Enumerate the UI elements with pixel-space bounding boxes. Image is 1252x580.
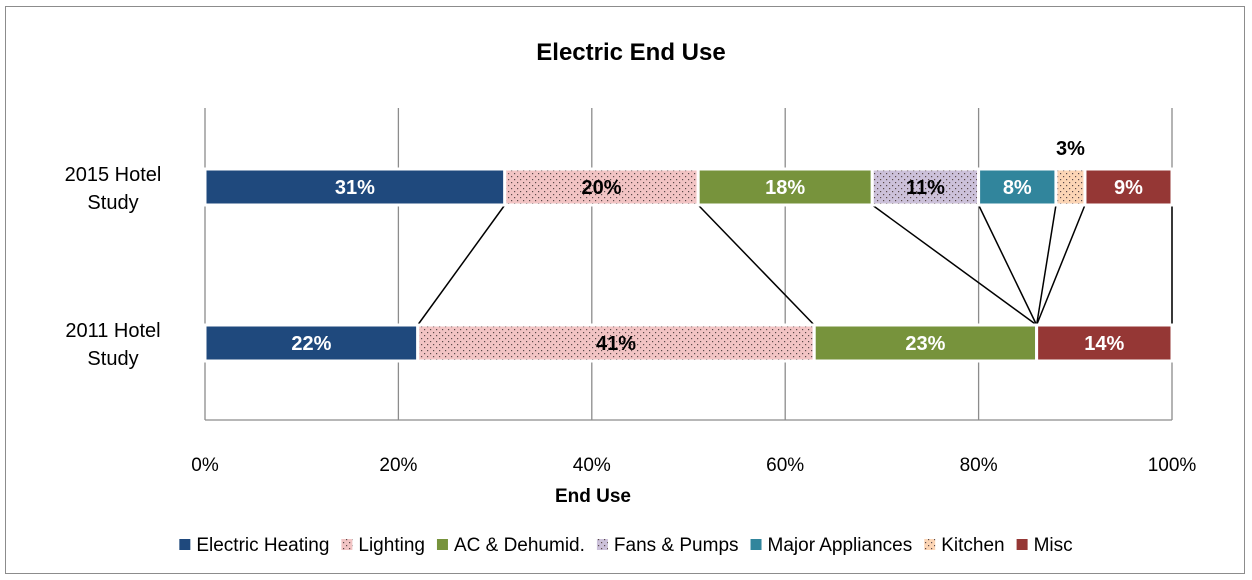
legend-swatch: [596, 539, 608, 550]
bar-segment: [203, 323, 420, 363]
data-label: 23%: [905, 333, 945, 355]
category-label: 2015 Hotel: [65, 164, 162, 186]
series-line: [871, 204, 1038, 326]
legend-label: Fans & Pumps: [614, 535, 739, 556]
legend-swatch: [1016, 539, 1028, 550]
legend-label: Kitchen: [941, 535, 1004, 556]
x-tick-label: 80%: [960, 455, 998, 476]
series-line: [977, 204, 1038, 326]
bar-segment: [1035, 323, 1174, 363]
x-tick-label: 40%: [573, 455, 611, 476]
x-tick-label: 0%: [191, 455, 219, 476]
x-tick-label: 100%: [1148, 455, 1197, 476]
bars: 31% 20% 18% 11% 8% 3% 9% 22% 41% 23% 14%: [203, 138, 1174, 363]
series-line: [417, 204, 506, 326]
series-lines: [417, 204, 1173, 326]
bar-segment: [1054, 167, 1087, 207]
data-label: 41%: [596, 333, 636, 355]
data-label: 18%: [765, 177, 805, 199]
legend: Electric Heating Lighting AC & Dehumid. Fan…: [179, 535, 1073, 556]
chart-title: Electric End Use: [536, 39, 725, 66]
data-label: 22%: [291, 333, 331, 355]
x-axis-title: End Use: [555, 486, 631, 507]
category-label: 2011 Hotel: [65, 320, 160, 342]
data-label: 11%: [906, 177, 945, 199]
data-label: 8%: [1003, 177, 1032, 199]
legend-swatch: [750, 539, 762, 550]
bar-segment: [203, 167, 507, 207]
data-label: 9%: [1114, 177, 1143, 199]
data-label: 20%: [581, 177, 621, 199]
chart-frame: Electric End Use 31% 20% 18% 11% 8% 3% 9% 22% 41…: [5, 6, 1245, 574]
legend-label: AC & Dehumid.: [454, 535, 585, 556]
legend-label: Electric Heating: [196, 535, 329, 556]
bar-segment: [416, 323, 816, 363]
legend-swatch: [179, 539, 191, 550]
legend-swatch: [436, 539, 448, 550]
legend-label: Lighting: [358, 535, 425, 556]
legend-swatch: [924, 539, 936, 550]
legend-swatch: [341, 539, 353, 550]
series-line: [1035, 204, 1086, 326]
category-labels: 2015 Hotel Study 2011 Hotel Study: [65, 164, 162, 370]
category-label: Study: [87, 348, 138, 370]
data-label: 3%: [1056, 138, 1085, 160]
x-tick-label: 20%: [379, 455, 417, 476]
bar-segment: [1083, 167, 1174, 207]
legend-label: Major Appliances: [768, 535, 913, 556]
bar-segment: [503, 167, 700, 207]
series-line: [1035, 204, 1057, 326]
x-tick-label: 60%: [766, 455, 804, 476]
chart-svg: Electric End Use 31% 20% 18% 11% 8% 3% 9% 22% 41…: [65, 39, 1197, 556]
category-label: Study: [87, 192, 138, 214]
gridlines: [204, 108, 1173, 421]
bar-segment: [812, 323, 1039, 363]
data-label: 14%: [1084, 333, 1124, 355]
legend-label: Misc: [1034, 535, 1073, 556]
series-line: [697, 204, 815, 326]
x-tick-labels: 0% 20% 40% 60% 80% 100%: [191, 455, 1196, 476]
data-label: 31%: [335, 177, 375, 199]
